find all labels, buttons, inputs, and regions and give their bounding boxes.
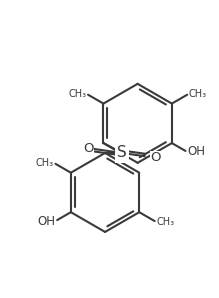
Text: OH: OH	[37, 215, 55, 228]
Text: S: S	[117, 145, 127, 160]
Text: OH: OH	[187, 145, 205, 159]
Text: O: O	[83, 142, 94, 154]
Text: O: O	[150, 151, 161, 164]
Text: CH₃: CH₃	[189, 89, 207, 99]
Text: CH₃: CH₃	[68, 89, 86, 99]
Text: CH₃: CH₃	[156, 217, 175, 227]
Text: CH₃: CH₃	[36, 158, 54, 168]
